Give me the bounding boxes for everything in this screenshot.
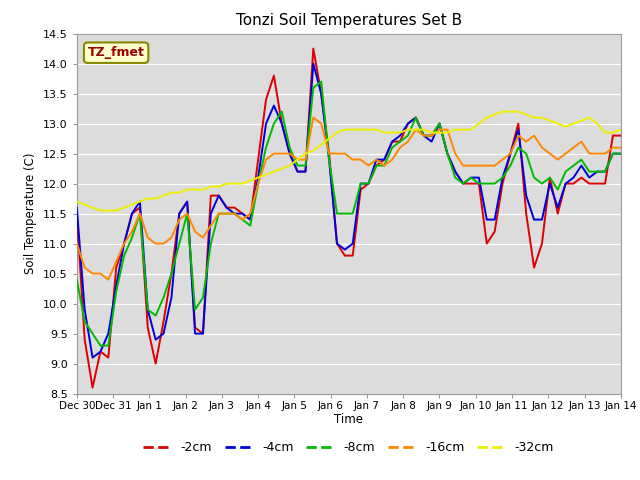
Y-axis label: Soil Temperature (C): Soil Temperature (C) (24, 153, 38, 275)
X-axis label: Time: Time (334, 413, 364, 426)
Legend: -2cm, -4cm, -8cm, -16cm, -32cm: -2cm, -4cm, -8cm, -16cm, -32cm (138, 436, 559, 459)
Title: Tonzi Soil Temperatures Set B: Tonzi Soil Temperatures Set B (236, 13, 462, 28)
Text: TZ_fmet: TZ_fmet (88, 46, 145, 59)
